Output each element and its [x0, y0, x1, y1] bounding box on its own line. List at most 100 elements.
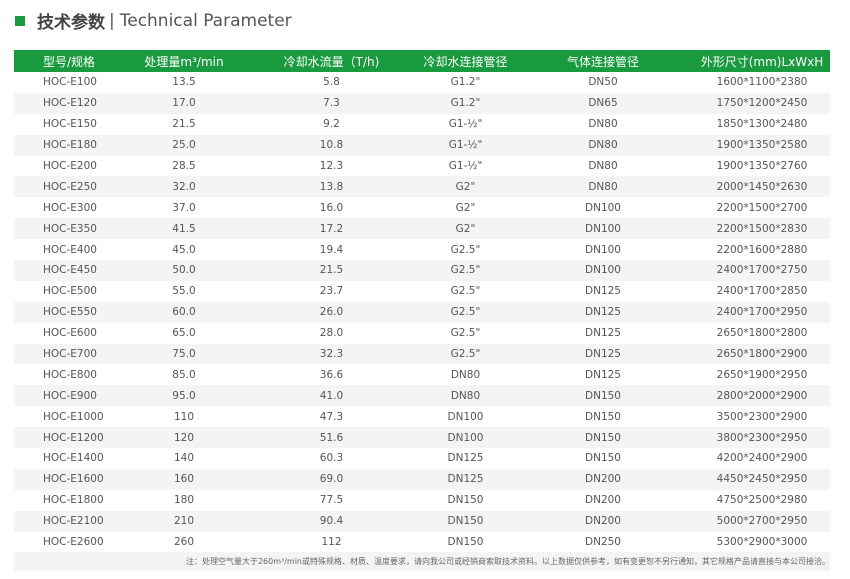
column-header: 外形尺寸(mm)LxWxH: [694, 50, 830, 72]
table-cell: HOC-E350: [14, 218, 124, 240]
table-cell: 13.5: [172, 76, 196, 89]
table-cell: DN150: [419, 510, 512, 532]
table-cell: 50.0: [124, 260, 244, 281]
table-cell: HOC-E250: [14, 176, 124, 198]
table-cell: HOC-E800: [43, 368, 97, 381]
table-cell: 3800*2300*2950: [694, 427, 830, 449]
table-cell: 7.3: [244, 92, 419, 114]
table-cell: 41.5: [124, 218, 244, 240]
table-cell: 77.5: [319, 494, 344, 507]
green-square-icon: [15, 15, 25, 26]
table-cell: 16.0: [319, 201, 344, 214]
table-cell: 210: [124, 510, 244, 532]
table-cell: G1-½": [419, 134, 512, 156]
table-cell: G2.5": [419, 301, 512, 323]
table-cell: G1.2": [450, 76, 481, 89]
title-en: Technical Parameter: [119, 10, 292, 31]
table-cell: 5000*2700*2950: [694, 510, 830, 532]
table-cell: HOC-E2100: [14, 510, 124, 532]
table-cell: DN125: [512, 301, 694, 323]
table-cell: HOC-E2600: [43, 536, 104, 549]
table-cell: 45.0: [172, 243, 196, 256]
table-cell: G2.5": [419, 343, 512, 365]
table-cell: 69.0: [244, 468, 419, 490]
table-cell: HOC-E600: [43, 327, 97, 340]
table-cell: G1-½": [448, 118, 483, 131]
table-cell: 160: [124, 468, 244, 490]
table-cell: 12.3: [319, 160, 344, 172]
table-cell: 4450*2450*2950: [694, 468, 830, 490]
table-cell: 2800*2000*2900: [694, 385, 830, 407]
table-cell: 1850*1300*2480: [716, 118, 808, 131]
table-cell: DN150: [585, 410, 621, 423]
table-cell: G2.5": [419, 260, 512, 281]
table-cell: DN80: [450, 368, 481, 381]
table-cell: 17.2: [244, 218, 419, 240]
table-cell: HOC-E550: [14, 301, 124, 323]
table-cell: 23.7: [319, 285, 344, 298]
table-cell: 5300*2900*3000: [716, 536, 808, 549]
table-cell: DN200: [585, 494, 621, 507]
table-cell: 17.0: [124, 92, 244, 114]
table-cell: 85.0: [172, 368, 196, 381]
table-cell: DN80: [419, 385, 512, 407]
column-header: 型号/规格: [14, 50, 124, 72]
table-cell: 65.0: [172, 327, 196, 340]
table-cell: 112: [321, 536, 342, 549]
column-header: 气体连接管径: [512, 50, 694, 72]
table-cell: 1600*1100*2380: [716, 76, 808, 89]
table-cell: DN125: [512, 343, 694, 365]
table-cell: 32.3: [244, 343, 419, 365]
title-cn: 技术参数: [37, 13, 105, 33]
table-cell: HOC-E450: [14, 260, 124, 281]
table-row: HOC-E700 75.0 32.3 G2.5" DN125 2650*1800*2900: [14, 343, 830, 365]
table-cell: DN125: [419, 468, 512, 490]
column-header: 冷却水流量（T/h): [244, 50, 419, 72]
table-cell: 2400*1700*2850: [716, 285, 808, 298]
table-cell: HOC-E180: [14, 134, 124, 156]
table-cell: 13.8: [244, 176, 419, 198]
table-cell: DN125: [585, 285, 621, 298]
table-cell: 32.0: [124, 176, 244, 198]
table-cell: 3500*2300*2900: [716, 410, 808, 423]
table-row: HOC-E100 13.5 5.8 G1.2" DN50 1600*1100*2380: [14, 72, 830, 93]
table-row: HOC-E2600 260 112 DN150 DN250 5300*2900*3000: [14, 532, 830, 553]
table-cell: DN80: [588, 160, 618, 172]
table-cell: 60.0: [124, 301, 244, 323]
table-cell: DN80: [588, 118, 618, 131]
table-row: HOC-E550 60.0 26.0 G2.5" DN125 2400*1700*2950: [14, 301, 830, 323]
table-cell: DN150: [512, 385, 694, 407]
table-cell: 1750*1200*2450: [694, 92, 830, 114]
table-cell: HOC-E1400: [43, 452, 104, 465]
table-row: HOC-E500 55.0 23.7 G2.5" DN125 2400*1700*2850: [14, 281, 830, 302]
column-header: 冷却水连接管径: [419, 50, 512, 72]
table-cell: 51.6: [244, 427, 419, 449]
table-cell: G1.2": [419, 92, 512, 114]
table-cell: DN100: [585, 243, 621, 256]
table-cell: 5.8: [323, 76, 340, 89]
table-cell: 2650*1800*2800: [716, 327, 808, 340]
table-cell: 2400*1700*2750: [694, 260, 830, 281]
table-cell: 2200*1500*2830: [694, 218, 830, 240]
table-row: HOC-E800 85.0 36.6 DN80 DN125 2650*1900*2950: [14, 364, 830, 385]
table-cell: DN100: [585, 201, 621, 214]
table-row: HOC-E120 17.0 7.3 G1.2" DN65 1750*1200*2450: [14, 92, 830, 114]
table-cell: G2": [455, 201, 476, 214]
column-header: 处理量m³/min: [124, 50, 244, 72]
table-cell: DN100: [447, 410, 484, 423]
table-cell: 2650*1900*2950: [716, 368, 808, 381]
table-row: HOC-E350 41.5 17.2 G2" DN100 2200*1500*2830: [14, 218, 830, 240]
table-cell: 2200*1600*2880: [716, 243, 808, 256]
table-row: HOC-E1200 120 51.6 DN100 DN150 3800*2300*2950: [14, 427, 830, 449]
table-cell: 2000*1450*2630: [694, 176, 830, 198]
table-cell: DN150: [447, 494, 484, 507]
table-cell: 260: [173, 536, 195, 549]
table-cell: 21.5: [244, 260, 419, 281]
table-row: HOC-E1400 140 60.3 DN125 DN150 4200*2400*2900: [14, 448, 830, 469]
table-cell: 2200*1500*2700: [716, 201, 808, 214]
table-cell: DN65: [512, 92, 694, 114]
table-cell: HOC-E200: [43, 160, 97, 172]
table-cell: HOC-E120: [14, 92, 124, 114]
table-row: HOC-E900 95.0 41.0 DN80 DN150 2800*2000*2900: [14, 385, 830, 407]
table-row: HOC-E180 25.0 10.8 G1-½" DN80 1900*1350*2580: [14, 134, 830, 156]
